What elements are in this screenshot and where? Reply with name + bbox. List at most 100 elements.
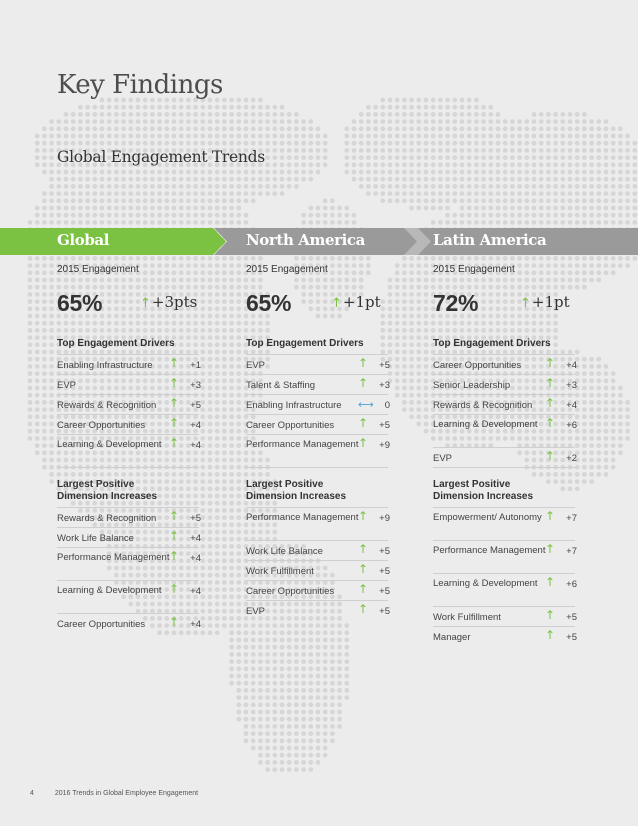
map-dot <box>63 356 69 362</box>
map-dot <box>546 162 551 168</box>
map-dot <box>135 328 141 333</box>
map-dot <box>301 745 306 751</box>
map-dot <box>214 472 220 477</box>
map-dot <box>452 385 458 391</box>
map-dot <box>330 652 335 657</box>
map-dot <box>164 97 170 103</box>
map-dot <box>157 400 163 405</box>
map-dot <box>402 299 407 304</box>
map-dot <box>34 378 40 384</box>
map-dot <box>243 191 249 197</box>
map-dot <box>27 263 33 268</box>
banner-label-global: Global <box>57 231 110 249</box>
map-dot <box>63 126 69 132</box>
driver-item: Learning & Development ↑ +4 <box>57 434 201 467</box>
item-label: Performance Management <box>57 552 170 563</box>
map-dot <box>438 162 443 168</box>
map-dot <box>308 155 314 161</box>
item-label: Learning & Development <box>433 419 538 430</box>
map-dot <box>510 313 515 319</box>
map-dot <box>294 148 299 153</box>
map-dot <box>70 356 76 362</box>
map-dot <box>207 436 213 441</box>
map-dot <box>150 270 155 276</box>
map-dot <box>222 400 227 405</box>
map-dot <box>423 414 429 420</box>
map-dot <box>538 270 544 276</box>
map-dot <box>308 212 314 218</box>
map-dot <box>27 220 33 225</box>
map-dot <box>222 169 227 175</box>
map-dot <box>250 112 256 117</box>
map-dot <box>337 292 342 297</box>
map-dot <box>164 191 170 197</box>
map-dot <box>272 724 278 729</box>
map-dot <box>63 313 69 319</box>
map-dot <box>121 299 126 304</box>
map-dot <box>560 270 566 276</box>
map-dot <box>85 328 90 333</box>
map-dot <box>207 522 213 528</box>
map-dot <box>466 299 472 304</box>
column-latin-america: 2015 Engagement 72% ↑+1pt Top Engagement Dr… <box>433 264 577 646</box>
map-dot <box>85 126 90 132</box>
map-dot <box>459 184 465 189</box>
map-dot <box>265 652 270 657</box>
map-dot <box>171 176 177 182</box>
map-dot <box>193 148 199 153</box>
map-dot <box>128 400 134 405</box>
map-dot <box>236 688 242 693</box>
map-dot <box>171 299 177 304</box>
map-dot <box>121 220 126 225</box>
map-dot <box>517 385 522 391</box>
map-dot <box>258 673 263 679</box>
map-dot <box>502 155 508 161</box>
map-dot <box>63 155 69 161</box>
map-dot <box>603 414 609 420</box>
map-dot <box>214 356 220 362</box>
map-dot <box>603 133 609 139</box>
map-dot <box>582 284 587 290</box>
map-dot <box>229 270 235 276</box>
map-dot <box>387 119 393 124</box>
map-dot <box>222 277 227 283</box>
map-dot <box>301 652 306 657</box>
map-dot <box>466 133 472 139</box>
item-value: +7 <box>566 546 577 557</box>
map-dot <box>243 256 249 261</box>
map-dot <box>207 623 213 628</box>
map-dot <box>135 176 141 182</box>
map-dot <box>258 184 263 189</box>
map-dot <box>70 313 76 319</box>
map-dot <box>92 284 98 290</box>
map-dot <box>344 277 350 283</box>
map-dot <box>164 299 170 304</box>
page-title: Key Findings <box>57 70 223 100</box>
map-dot <box>416 184 422 189</box>
map-dot <box>459 335 465 340</box>
map-dot <box>510 306 515 312</box>
map-dot <box>186 184 191 189</box>
map-dot <box>27 378 33 384</box>
map-dot <box>171 112 177 117</box>
map-dot <box>279 630 285 636</box>
map-dot <box>250 745 256 751</box>
map-dot <box>150 162 155 168</box>
map-dot <box>373 184 378 189</box>
item-value: +5 <box>190 400 201 411</box>
map-dot <box>56 140 62 146</box>
map-dot <box>207 184 213 189</box>
map-dot <box>510 184 515 189</box>
map-dot <box>510 342 515 348</box>
map-dot <box>531 299 537 304</box>
map-dot <box>200 428 206 434</box>
map-dot <box>481 191 486 197</box>
map-dot <box>63 407 69 412</box>
map-dot <box>222 335 227 340</box>
map-dot <box>214 544 220 549</box>
map-dot <box>178 364 184 369</box>
map-dot <box>589 277 594 283</box>
map-dot <box>222 551 227 556</box>
map-dot <box>308 659 314 664</box>
item-value: +2 <box>566 453 577 464</box>
